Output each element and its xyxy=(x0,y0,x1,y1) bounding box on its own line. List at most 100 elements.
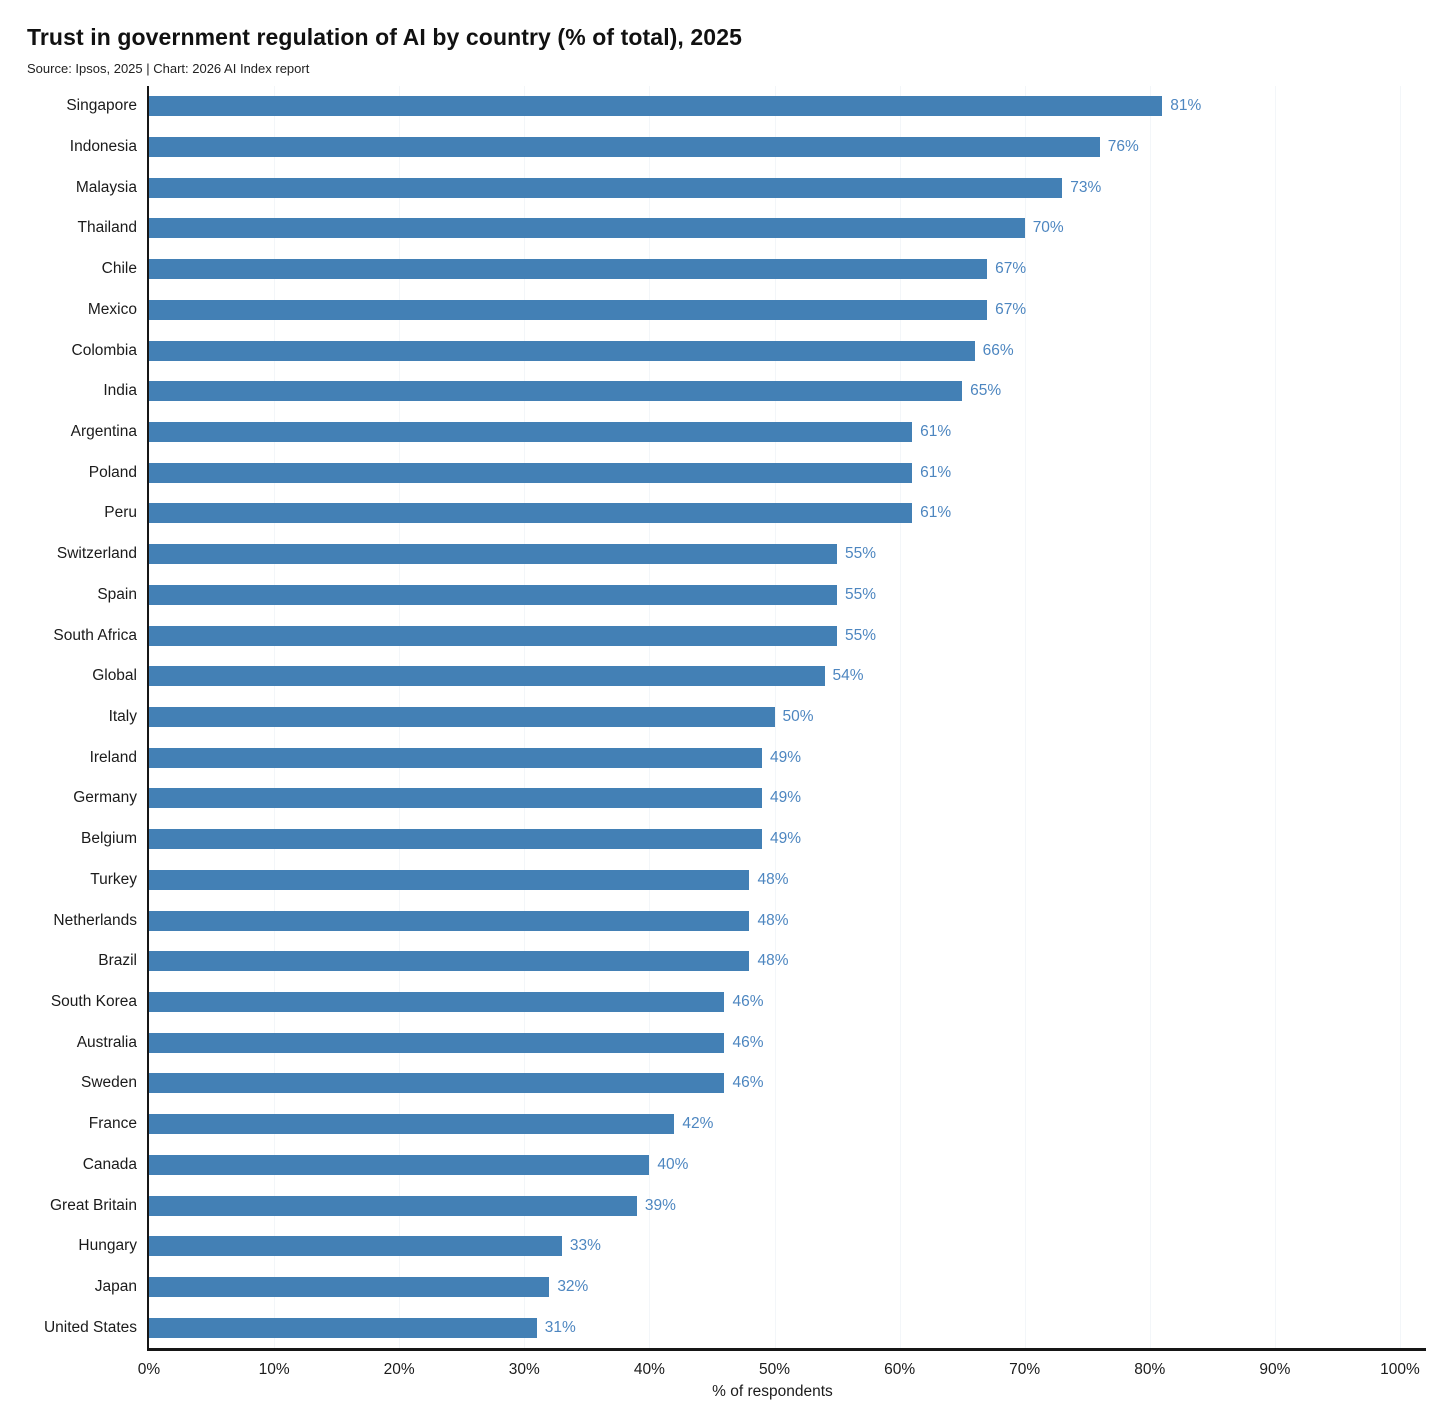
category-label: Argentina xyxy=(70,423,137,441)
value-label: 61% xyxy=(920,423,952,441)
x-axis-line-extension xyxy=(1400,1348,1426,1351)
value-label: 40% xyxy=(657,1155,689,1173)
bar xyxy=(149,910,750,931)
category-label: Thailand xyxy=(77,219,137,237)
bar xyxy=(149,1317,537,1338)
bar xyxy=(149,96,1163,117)
category-label: Brazil xyxy=(98,952,137,970)
category-label: Chile xyxy=(101,260,137,278)
category-label: Australia xyxy=(76,1033,137,1051)
x-tick-label: 10% xyxy=(258,1361,290,1378)
chart-row-italy: Italy 50% xyxy=(109,697,1400,738)
bar xyxy=(149,1195,637,1216)
category-label: Mexico xyxy=(87,300,137,318)
chart-row-south-korea: South Korea 46% xyxy=(51,982,1400,1023)
category-label: France xyxy=(88,1115,137,1133)
category-label: South Korea xyxy=(50,992,137,1010)
category-label: Turkey xyxy=(90,870,137,888)
category-label: Sweden xyxy=(80,1074,137,1092)
chart-row-switzerland: Switzerland 55% xyxy=(57,534,1400,575)
value-label: 50% xyxy=(782,707,814,725)
category-label: Peru xyxy=(104,504,137,522)
bar xyxy=(149,1032,725,1053)
value-label: 39% xyxy=(644,1196,676,1214)
chart-row-argentina: Argentina 61% xyxy=(71,412,1400,453)
category-label: Colombia xyxy=(71,341,137,359)
value-label: 49% xyxy=(769,789,802,807)
gridline-100 xyxy=(1400,86,1401,1348)
chart-row-australia: Australia 46% xyxy=(77,1022,1400,1063)
bar xyxy=(149,951,750,972)
bar xyxy=(149,544,838,565)
value-label: 42% xyxy=(682,1115,714,1133)
value-label: 48% xyxy=(757,911,789,929)
chart-row-thailand: Thailand 70% xyxy=(78,208,1400,249)
chart-row-peru: Peru 61% xyxy=(104,493,1400,534)
x-axis-label: % of respondents xyxy=(712,1383,833,1400)
chart-row-great-britain: Great Britain 39% xyxy=(50,1185,1400,1226)
category-label: Ireland xyxy=(89,748,137,766)
value-label: 46% xyxy=(732,1074,764,1092)
value-label: 81% xyxy=(1170,97,1202,115)
gridline-90 xyxy=(1274,86,1276,1348)
chart-row-singapore: Singapore 81% xyxy=(66,86,1400,127)
bar xyxy=(149,788,762,809)
bar xyxy=(149,259,988,280)
value-label: 55% xyxy=(845,545,877,563)
bar xyxy=(149,340,975,361)
value-label: 48% xyxy=(757,870,789,888)
value-label: 55% xyxy=(845,626,877,644)
category-label: Germany xyxy=(73,789,137,807)
x-tick-label: 100% xyxy=(1380,1361,1420,1378)
chart-row-poland: Poland 61% xyxy=(89,452,1400,493)
category-label: Netherlands xyxy=(53,911,137,929)
chart-row-turkey: Turkey 48% xyxy=(90,859,1400,900)
chart-row-spain: Spain 55% xyxy=(97,575,1400,616)
category-label: Hungary xyxy=(78,1237,137,1255)
x-tick-label: 80% xyxy=(1134,1361,1166,1378)
bar xyxy=(149,1073,725,1094)
chart-row-sweden: Sweden 46% xyxy=(81,1063,1400,1104)
chart-row-japan: Japan 32% xyxy=(95,1267,1400,1308)
chart-row-germany: Germany 49% xyxy=(73,778,1400,819)
bar xyxy=(149,1236,562,1257)
x-tick-label: 60% xyxy=(884,1361,916,1378)
chart-row-malaysia: Malaysia 73% xyxy=(76,167,1400,208)
x-tick-label: 0% xyxy=(137,1361,161,1378)
value-label: 66% xyxy=(982,341,1014,359)
bar xyxy=(149,829,762,850)
value-label: 48% xyxy=(757,952,789,970)
bar xyxy=(149,503,913,524)
bar xyxy=(149,584,838,605)
chart-row-belgium: Belgium 49% xyxy=(81,819,1400,860)
chart-row-south-africa: South Africa 55% xyxy=(53,615,1400,656)
plot-area: Singapore 81% Indonesia 76% Malaysia 73% Thail… xyxy=(44,86,1426,1378)
value-label: 67% xyxy=(995,260,1027,278)
value-label: 46% xyxy=(732,1033,764,1051)
gridline-80 xyxy=(1149,86,1151,1348)
value-label: 67% xyxy=(995,300,1027,318)
bar xyxy=(149,1114,675,1135)
value-label: 33% xyxy=(569,1237,601,1255)
bar xyxy=(149,422,913,443)
gridline-60 xyxy=(899,86,901,1348)
bar xyxy=(149,299,988,320)
chart-row-canada: Canada 40% xyxy=(83,1144,1400,1185)
bar xyxy=(149,706,775,727)
category-label: Indonesia xyxy=(69,138,137,156)
chart-row-india: India 65% xyxy=(103,371,1400,412)
chart-row-mexico: Mexico 67% xyxy=(88,290,1400,331)
chart-row-netherlands: Netherlands 48% xyxy=(53,900,1400,941)
bar xyxy=(149,218,1025,239)
bar xyxy=(149,869,750,890)
value-label: 49% xyxy=(769,748,802,766)
category-label: Switzerland xyxy=(56,545,137,563)
category-label: South Africa xyxy=(53,626,137,644)
chart-row-ireland: Ireland 49% xyxy=(90,737,1400,778)
chart-row-brazil: Brazil 48% xyxy=(98,941,1400,982)
bar xyxy=(149,137,1100,158)
value-label: 54% xyxy=(832,667,864,685)
x-tick-label: 20% xyxy=(383,1361,415,1378)
category-label: Malaysia xyxy=(75,178,137,196)
